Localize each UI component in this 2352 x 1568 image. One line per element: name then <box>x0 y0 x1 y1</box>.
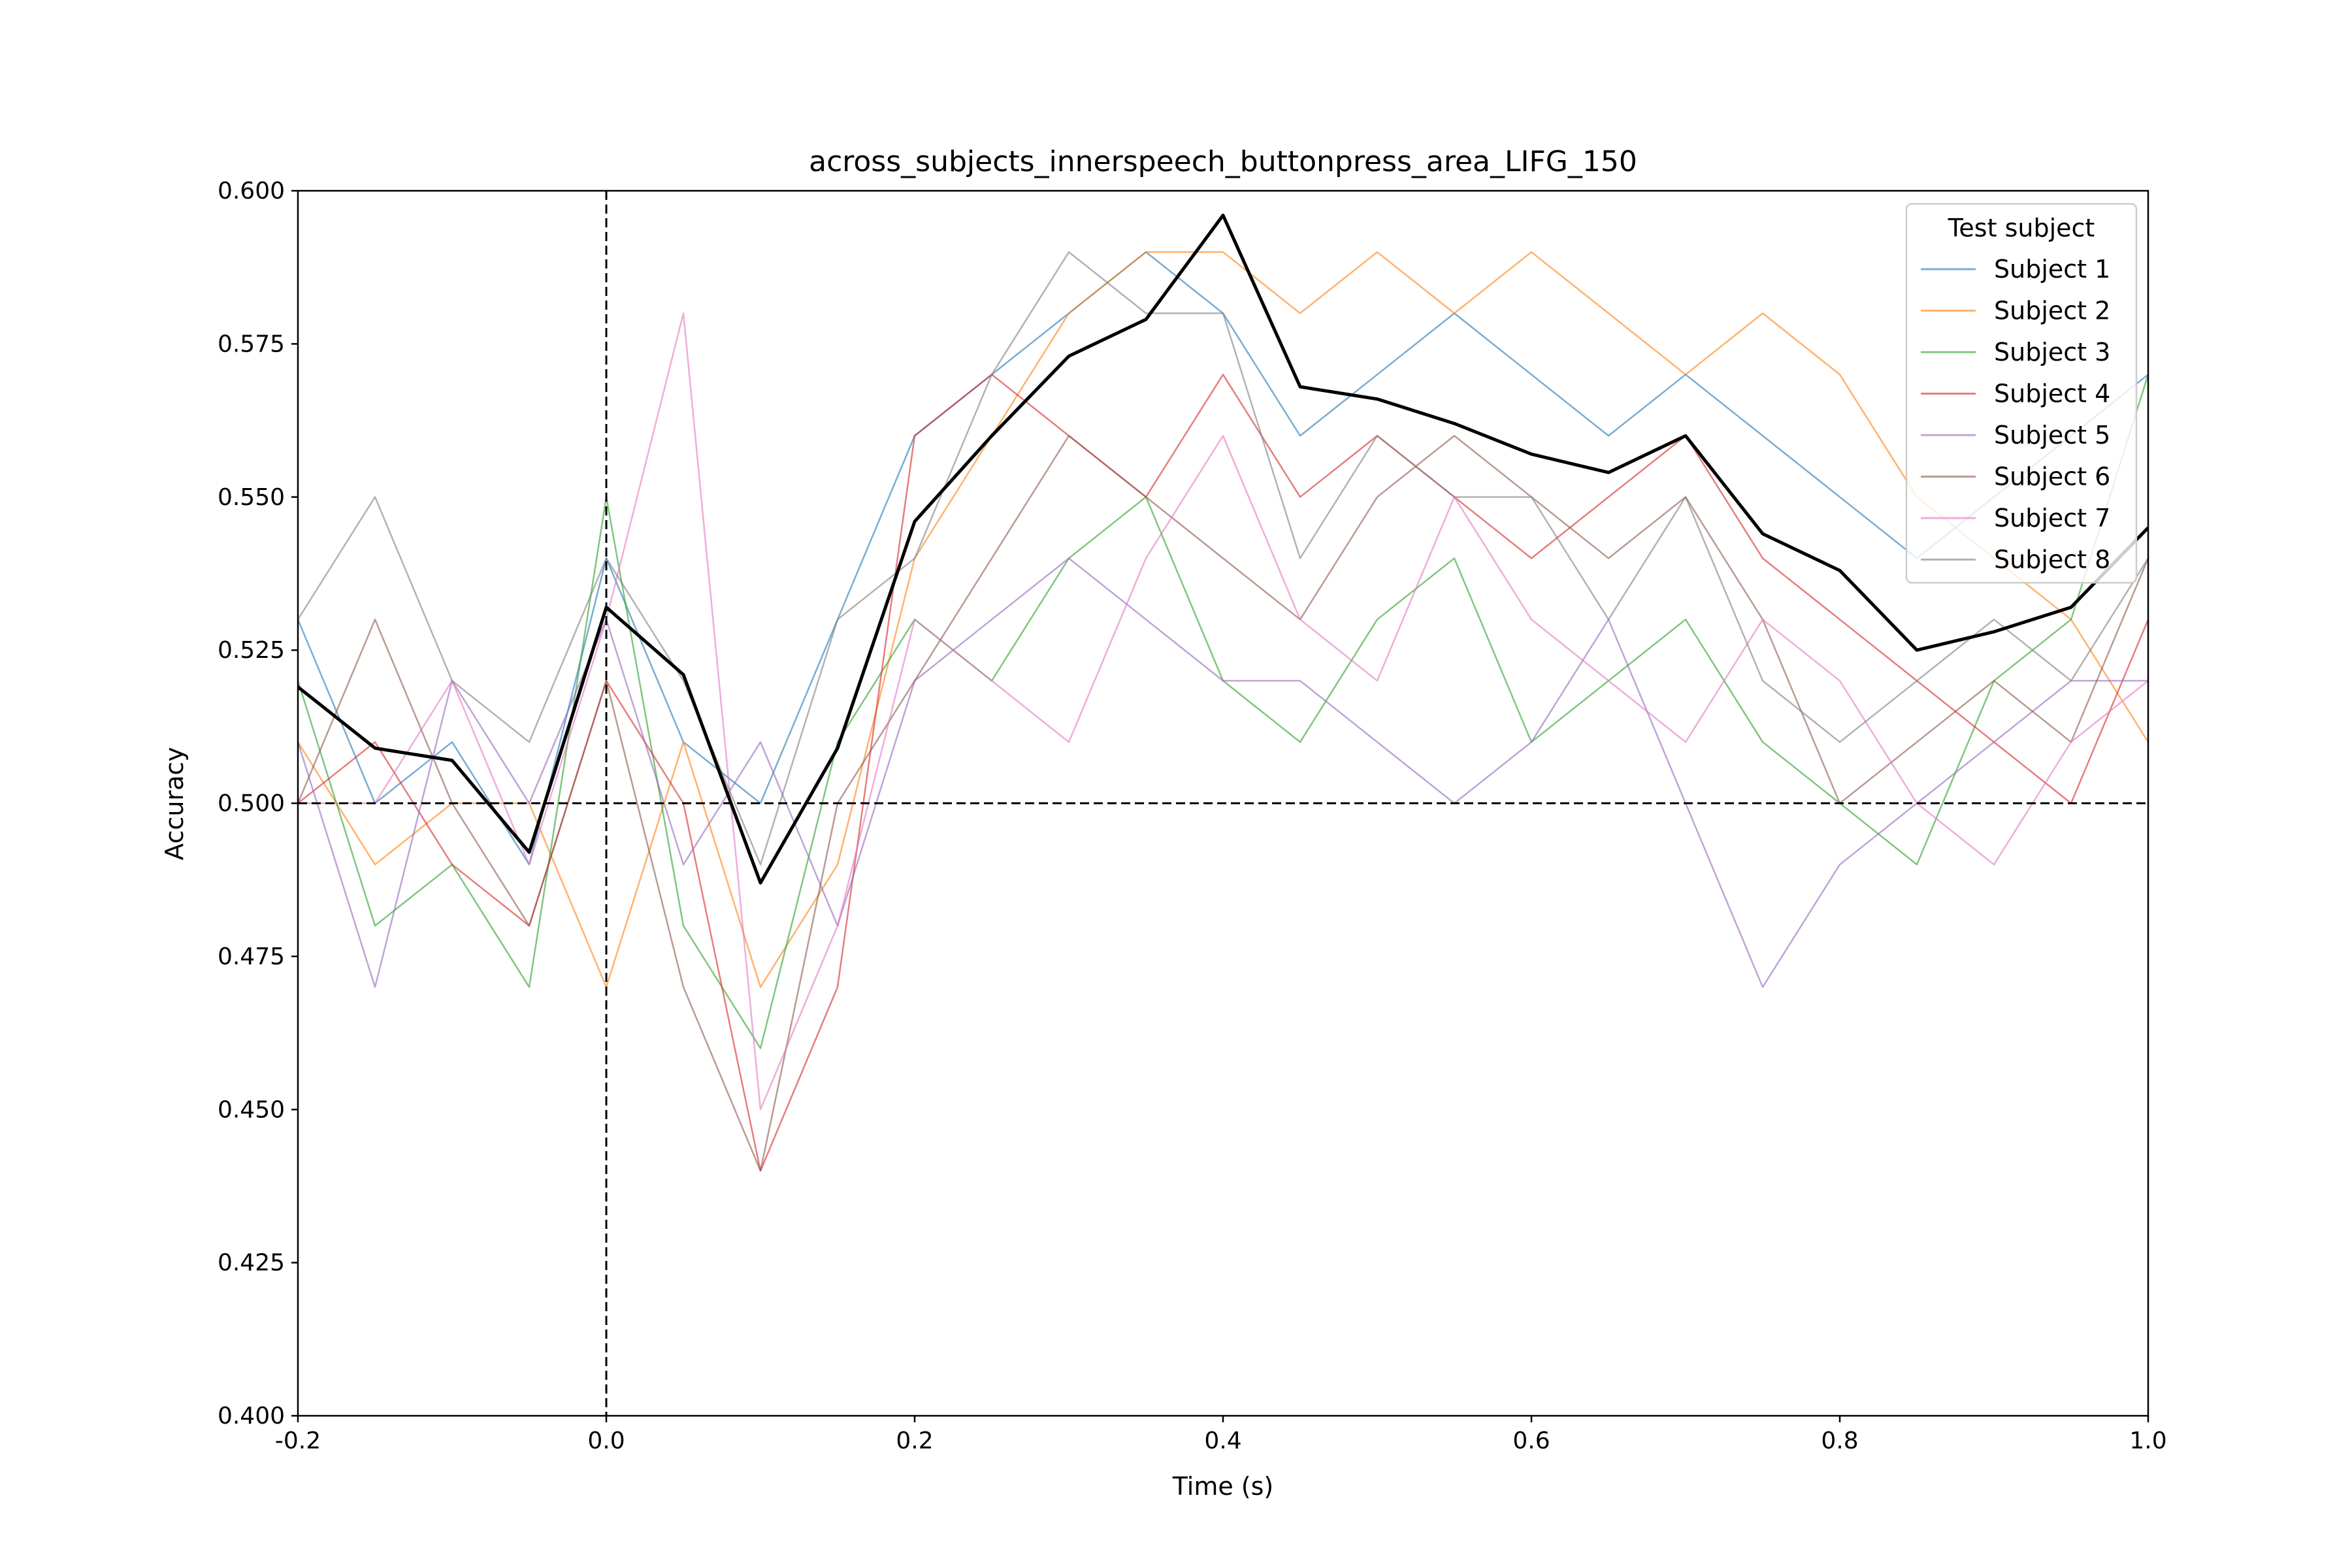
legend-label: Subject 2 <box>1994 297 2110 325</box>
x-tick-label: 0.4 <box>1204 1428 1241 1454</box>
legend-label: Subject 7 <box>1994 504 2110 532</box>
x-axis-label: Time (s) <box>1172 1472 1274 1501</box>
legend: Test subject Subject 1 Subject 2 Subject 3… <box>1905 203 2138 584</box>
x-tick-label: 1.0 <box>2129 1428 2166 1454</box>
x-tick-label: 0.0 <box>587 1428 625 1454</box>
y-tick-label: 0.500 <box>218 791 285 817</box>
plot-area <box>297 189 2149 1417</box>
legend-label: Subject 1 <box>1994 255 2110 284</box>
y-tick-label: 0.600 <box>218 178 285 204</box>
y-tick-label: 0.450 <box>218 1096 285 1123</box>
x-tick-label: 0.2 <box>896 1428 933 1454</box>
y-tick-label: 0.575 <box>218 331 285 357</box>
x-tick-label: 0.8 <box>1821 1428 1858 1454</box>
y-tick-label: 0.425 <box>218 1250 285 1277</box>
legend-label: Subject 4 <box>1994 380 2110 408</box>
legend-title: Test subject <box>1948 214 2095 242</box>
legend-label: Subject 3 <box>1994 338 2110 367</box>
series-line-subject-8 <box>298 251 2148 866</box>
x-tick-label: 0.6 <box>1512 1428 1550 1454</box>
y-axis: 0.400 0.425 0.450 0.475 0.500 0.525 0.550 0.575… <box>218 178 298 1429</box>
reference-lines <box>298 191 2148 1416</box>
chart-title: across_subjects_innerspeech_buttonpress_… <box>809 145 1637 178</box>
legend-label: Subject 8 <box>1994 546 2110 574</box>
x-tick-label: -0.2 <box>275 1428 321 1454</box>
y-axis-label: Accuracy <box>160 747 189 860</box>
legend-frame <box>1905 203 2138 584</box>
y-tick-label: 0.400 <box>218 1403 285 1429</box>
y-tick-label: 0.525 <box>218 637 285 664</box>
y-tick-label: 0.550 <box>218 484 285 511</box>
legend-label: Subject 5 <box>1994 421 2110 449</box>
legend-items: Subject 1 Subject 2 Subject 3 Subject 4 Subj… <box>1921 255 2110 574</box>
legend-label: Subject 6 <box>1994 463 2110 491</box>
x-axis: -0.2 0.0 0.2 0.4 0.6 0.8 1.0 <box>275 1416 2167 1454</box>
y-tick-label: 0.475 <box>218 943 285 970</box>
